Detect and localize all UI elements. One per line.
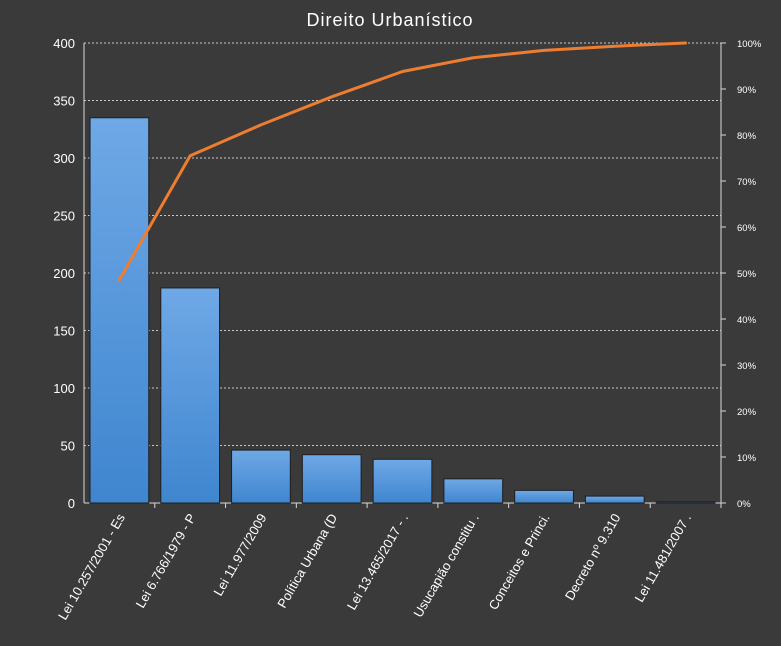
bar — [584, 495, 645, 504]
y-tick-label: 200 — [53, 266, 75, 281]
bar — [443, 478, 504, 504]
line-point — [401, 70, 404, 73]
y-tick-label: 0 — [68, 496, 75, 511]
bar — [655, 501, 716, 504]
y-tick-label: 150 — [53, 324, 75, 339]
y2-tick-label: 0% — [737, 499, 751, 510]
line-point — [188, 154, 192, 157]
bar-series — [89, 117, 716, 504]
bar — [89, 117, 150, 504]
bar — [514, 489, 574, 504]
bar — [160, 287, 221, 504]
line-point — [684, 41, 687, 45]
bar — [301, 454, 362, 504]
chart-title: Direito Urbanístico — [306, 10, 473, 30]
y2-tick-label: 10% — [737, 453, 757, 464]
y-tick-label: 250 — [53, 209, 75, 224]
bar — [372, 458, 433, 504]
line-point — [118, 278, 121, 282]
y-tick-label: 400 — [53, 36, 75, 51]
line-point — [330, 95, 333, 99]
y2-tick-label: 70% — [737, 177, 757, 188]
y-tick-label: 300 — [53, 151, 75, 166]
y-tick-label: 100 — [53, 381, 75, 396]
y2-tick-label: 50% — [737, 269, 757, 280]
line-point — [542, 49, 546, 52]
y2-tick-label: 80% — [737, 131, 757, 142]
y2-tick-label: 20% — [737, 407, 757, 418]
y2-tick-label: 30% — [737, 361, 757, 372]
y-tick-label: 50 — [61, 439, 75, 454]
line-point — [472, 56, 475, 59]
line-point — [613, 45, 617, 48]
y-tick-label: 350 — [53, 94, 75, 109]
cumulative-line-series — [117, 41, 688, 282]
y2-tick-label: 90% — [737, 85, 757, 96]
line-point — [259, 123, 263, 127]
y2-tick-label: 100% — [737, 39, 762, 50]
y2-tick-label: 60% — [737, 223, 757, 234]
y2-tick-label: 40% — [737, 315, 757, 326]
bar — [231, 449, 291, 504]
